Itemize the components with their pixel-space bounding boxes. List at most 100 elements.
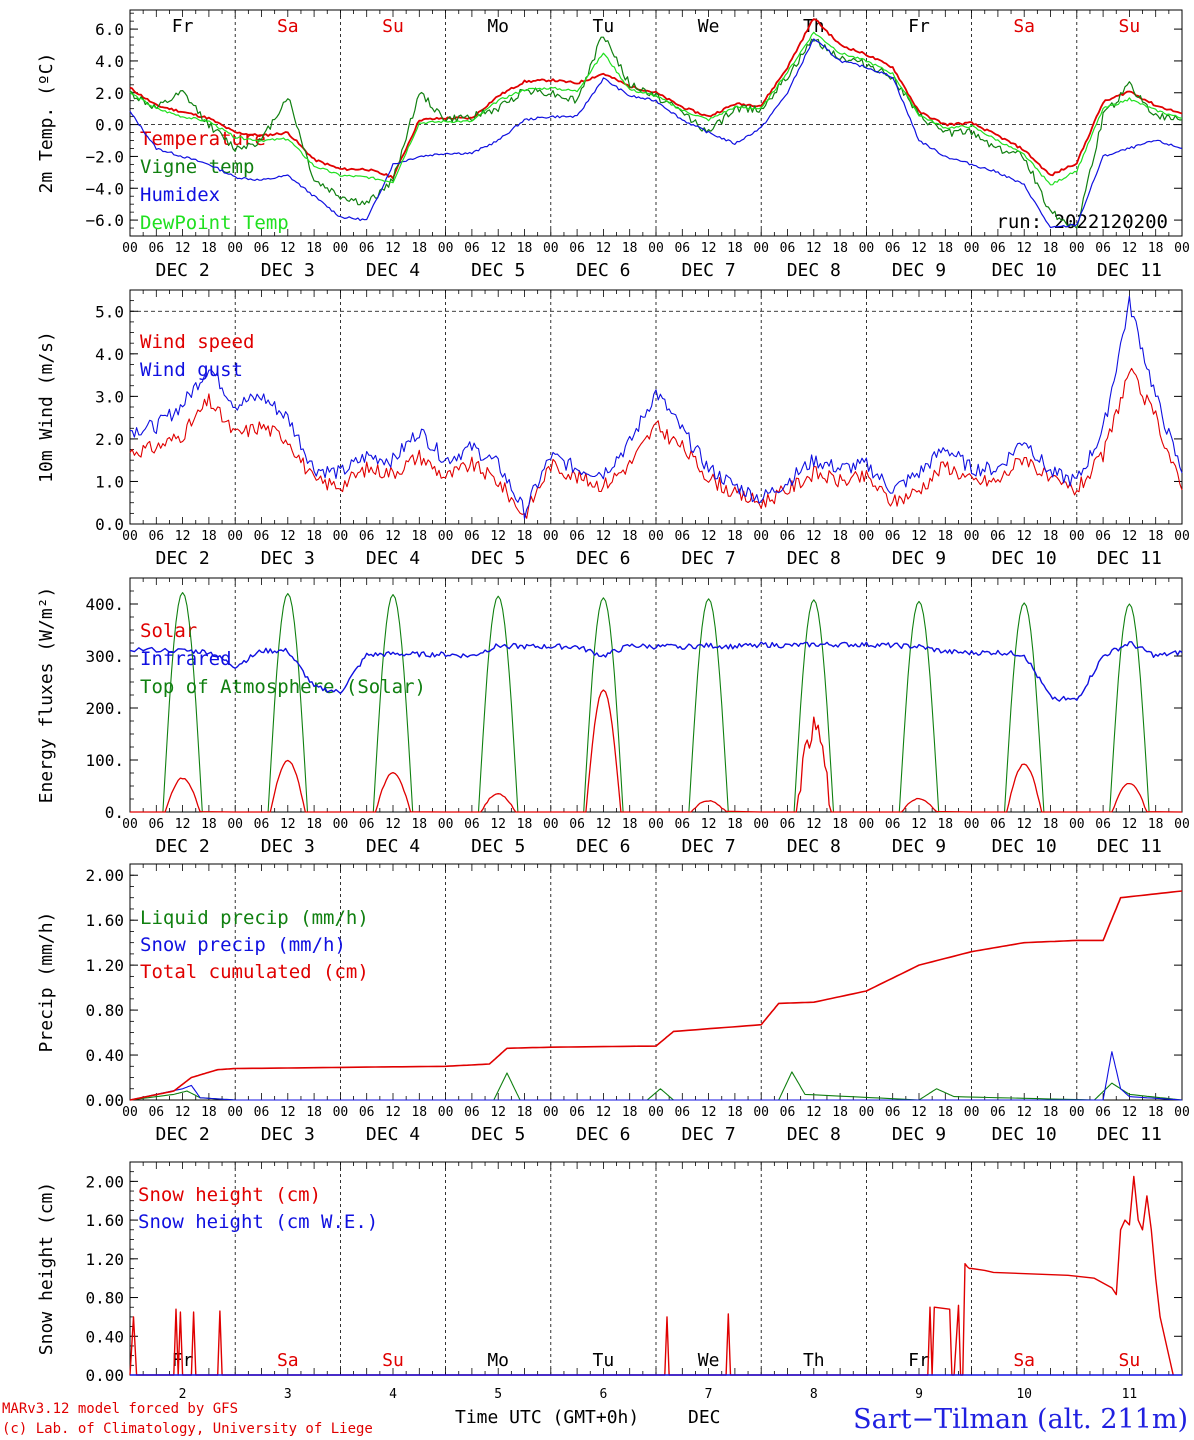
hour-tick-label: 18 <box>832 817 848 832</box>
legend-entry: Liquid precip (mm/h) <box>140 907 369 929</box>
hour-tick-label: 12 <box>701 241 717 256</box>
footer-date-number: 10 <box>1016 1387 1032 1402</box>
hour-tick-label: 06 <box>464 241 480 256</box>
panel-precip: 2.00 1.60 1.20 0.80 0.40 0.00 Precip (mm/h) 00 0… <box>36 863 1190 1145</box>
footer-date-number: 4 <box>389 1387 397 1402</box>
date-label: DEC 4 <box>366 1124 420 1145</box>
hour-tick-label: 00 <box>333 1105 349 1120</box>
hour-tick-label: 12 <box>806 817 822 832</box>
hour-tick-label: 12 <box>806 241 822 256</box>
hour-tick-label: 00 <box>1174 1105 1190 1120</box>
date-label: DEC 10 <box>992 1124 1057 1145</box>
y-tick-label: 0.00 <box>85 1091 124 1110</box>
day-name-top: Su <box>382 16 404 37</box>
date-label: DEC 7 <box>682 260 736 281</box>
y-tick-label: 400. <box>85 595 124 614</box>
hour-tick-label: 18 <box>517 529 533 544</box>
station-title: Sart−Tilman (alt. 211m) <box>853 1404 1188 1435</box>
y-tick-label: −2.0 <box>85 147 124 166</box>
date-label: DEC 6 <box>576 260 630 281</box>
y-tick-label: 300. <box>85 647 124 666</box>
hour-tick-label: 06 <box>990 817 1006 832</box>
date-label: DEC 2 <box>156 260 210 281</box>
hour-tick-label: 06 <box>569 1105 585 1120</box>
y-axis-label: Precip (mm/h) <box>36 912 57 1053</box>
hour-tick-label: 12 <box>596 1105 612 1120</box>
date-label: DEC 9 <box>892 548 946 569</box>
hour-tick-label: 06 <box>780 529 796 544</box>
hour-tick-label: 18 <box>937 529 953 544</box>
hour-tick-label: 12 <box>1016 817 1032 832</box>
y-tick-label: 0.80 <box>85 1001 124 1020</box>
hour-tick-label: 18 <box>517 817 533 832</box>
date-label: DEC 6 <box>576 548 630 569</box>
legend-entry: Wind speed <box>140 331 254 353</box>
footer-credit-lab: (c) Lab. of Climatology, University of L… <box>2 1421 373 1437</box>
series-solar <box>235 759 341 813</box>
series-toa-solar <box>971 602 1077 813</box>
y-tick-label: 0.00 <box>85 1366 124 1385</box>
hour-tick-label: 18 <box>201 529 217 544</box>
hour-tick-label: 06 <box>674 1105 690 1120</box>
date-label: DEC 8 <box>787 548 841 569</box>
hour-tick-label: 06 <box>464 817 480 832</box>
series-wind-gust <box>129 295 1183 520</box>
legend-entry: Snow height (cm) <box>138 1184 321 1206</box>
series-toa-solar <box>866 600 972 813</box>
legend-entry: Total cumulated (cm) <box>140 961 369 983</box>
hour-tick-label: 06 <box>464 529 480 544</box>
y-tick-label: 2.00 <box>85 866 124 885</box>
hour-tick-label: 18 <box>937 241 953 256</box>
hour-tick-label: 00 <box>648 529 664 544</box>
hour-tick-label: 00 <box>438 1105 454 1120</box>
legend-entry: Temperature <box>140 128 266 150</box>
legend-entry: Snow height (cm W.E.) <box>138 1211 378 1233</box>
hour-tick-label: 12 <box>911 241 927 256</box>
y-tick-label: 6.0 <box>95 20 124 39</box>
hour-tick-label: 00 <box>543 817 559 832</box>
date-label: DEC 6 <box>576 1124 630 1145</box>
date-label: DEC 9 <box>892 260 946 281</box>
hour-tick-label: 06 <box>359 529 375 544</box>
hour-tick-label: 00 <box>1069 529 1085 544</box>
hour-tick-label: 00 <box>122 529 138 544</box>
hour-tick-label: 06 <box>780 241 796 256</box>
hour-tick-label: 12 <box>175 241 191 256</box>
date-label: DEC 3 <box>261 548 315 569</box>
hour-tick-label: 06 <box>148 241 164 256</box>
footer-date-number: 2 <box>179 1387 187 1402</box>
day-name-top: We <box>698 16 720 37</box>
hour-tick-label: 18 <box>1043 529 1059 544</box>
hour-tick-label: 12 <box>280 241 296 256</box>
hour-tick-label: 18 <box>937 817 953 832</box>
series-solar <box>445 793 551 813</box>
y-tick-label: 1.20 <box>85 956 124 975</box>
y-tick-label: 1.60 <box>85 1211 124 1230</box>
hour-tick-label: 00 <box>333 241 349 256</box>
hour-tick-label: 00 <box>859 1105 875 1120</box>
hour-tick-label: 06 <box>885 529 901 544</box>
hour-tick-label: 12 <box>911 1105 927 1120</box>
series-solar <box>340 771 446 813</box>
hour-tick-label: 18 <box>727 817 743 832</box>
hour-tick-label: 18 <box>201 241 217 256</box>
legend-entry: Solar <box>140 620 197 642</box>
legend-entry: Humidex <box>140 184 220 206</box>
hour-tick-label: 06 <box>780 817 796 832</box>
hour-tick-label: 00 <box>753 529 769 544</box>
hour-tick-label: 00 <box>227 817 243 832</box>
hour-tick-label: 18 <box>727 241 743 256</box>
hour-tick-label: 18 <box>832 1105 848 1120</box>
hour-tick-label: 06 <box>254 1105 270 1120</box>
y-tick-label: 0.0 <box>95 515 124 534</box>
day-name-top: Mo <box>487 16 509 37</box>
panel-snow: 2.00 1.60 1.20 0.80 0.40 0.00 Snow height (cm)… <box>36 1161 1183 1385</box>
day-name-bottom: Mo <box>487 1350 509 1371</box>
date-label: DEC 4 <box>366 260 420 281</box>
hour-tick-label: 12 <box>911 529 927 544</box>
footer-date-number: 6 <box>599 1387 607 1402</box>
date-label: DEC 5 <box>471 1124 525 1145</box>
y-tick-label: 2.0 <box>95 84 124 103</box>
hour-tick-label: 18 <box>727 1105 743 1120</box>
hour-tick-label: 12 <box>280 529 296 544</box>
